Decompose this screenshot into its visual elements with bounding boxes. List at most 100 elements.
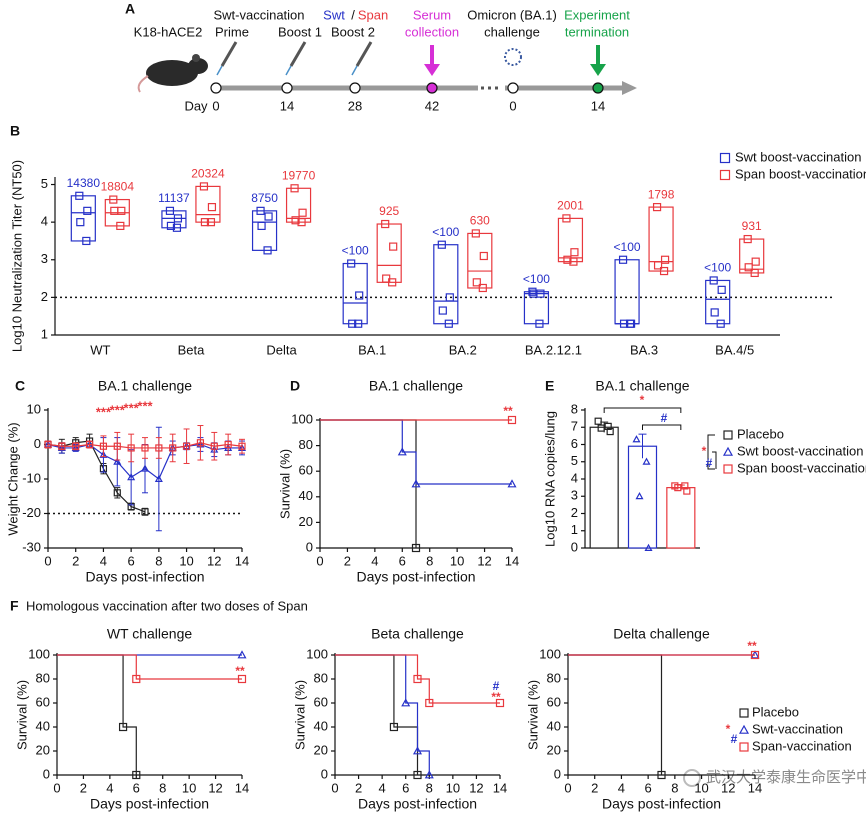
y-tick-label: 60 <box>547 694 561 709</box>
day-tick-label: 14 <box>280 98 294 113</box>
titer-label: 11137 <box>158 191 190 205</box>
panel-title: Homologous vaccination after two doses o… <box>26 598 308 613</box>
marker <box>237 650 247 659</box>
marker <box>411 543 421 553</box>
y-tick-label: 2 <box>571 505 578 520</box>
significance: ** <box>235 664 245 678</box>
marker <box>141 508 149 516</box>
bar <box>589 426 619 549</box>
y-tick-label: 4 <box>41 214 48 229</box>
marker <box>660 255 670 264</box>
titer-label: 19770 <box>282 168 316 182</box>
timeline-label: termination <box>565 24 629 39</box>
x-tick-label: 0 <box>564 780 571 795</box>
y-axis-title: Log10 RNA copies/lung <box>542 411 557 547</box>
marker <box>425 698 434 708</box>
y-tick-label: 100 <box>306 646 328 661</box>
y-tick-label: 0 <box>43 766 50 781</box>
marker <box>44 440 52 449</box>
marker <box>411 479 421 488</box>
marker <box>57 443 66 451</box>
marker <box>200 218 210 227</box>
marker <box>719 169 731 181</box>
arrow-end-head <box>590 64 606 76</box>
marker <box>58 442 66 450</box>
timeline-label: Prime <box>215 24 249 39</box>
x-tick-label: 4 <box>379 780 386 795</box>
marker <box>155 444 163 452</box>
y-tick-label: 20 <box>299 514 313 529</box>
marker <box>619 319 629 328</box>
x-tick-label: BA.2 <box>449 342 477 357</box>
marker <box>438 306 447 315</box>
x-tick-label: 14 <box>235 780 249 795</box>
marker <box>113 442 121 450</box>
virus-icon <box>504 48 522 66</box>
x-tick-label: 0 <box>53 780 60 795</box>
y-tick-label: 80 <box>36 670 50 685</box>
timeline-label: challenge <box>484 24 540 39</box>
titer-label: <100 <box>614 240 641 254</box>
titer-label: 925 <box>379 204 399 218</box>
marker <box>528 287 537 296</box>
marker <box>196 439 205 447</box>
y-tick-label: 100 <box>291 411 313 426</box>
marker <box>471 229 480 238</box>
marker <box>238 442 246 450</box>
timeline-label: / <box>351 7 355 22</box>
marker <box>478 283 487 293</box>
timeline-node <box>349 82 361 94</box>
x-tick-label: 2 <box>355 780 362 795</box>
y-axis-title: Survival (%) <box>292 680 307 750</box>
y-tick-label: -20 <box>22 505 41 520</box>
x-tick-label: BA.1 <box>358 342 386 357</box>
marker <box>743 234 752 244</box>
marker <box>444 319 453 328</box>
chart-title: BA.1 challenge <box>98 378 192 394</box>
timeline-label: Boost 1 <box>278 24 322 39</box>
x-tick-label: 4 <box>371 553 378 568</box>
day-tick-label: 28 <box>348 98 362 113</box>
marker <box>412 746 423 755</box>
x-tick-label: 4 <box>100 553 107 568</box>
y-tick-label: 60 <box>36 694 50 709</box>
y-axis-title: Survival (%) <box>525 680 540 750</box>
marker <box>76 218 85 227</box>
marker <box>625 319 635 328</box>
chart-title: WT challenge <box>107 626 193 642</box>
timeline-label: Experiment <box>564 7 630 22</box>
x-axis-title: Days post-infection <box>90 796 209 812</box>
y-tick-label: -10 <box>22 470 41 485</box>
marker <box>83 206 92 215</box>
needles <box>216 65 358 76</box>
marker <box>535 319 544 328</box>
timeline-node <box>592 82 604 94</box>
bar <box>627 445 658 549</box>
y-tick-label: 40 <box>314 718 328 733</box>
y-tick-label: 5 <box>571 453 578 468</box>
marker <box>75 191 84 200</box>
marker <box>355 291 364 300</box>
marker <box>681 482 689 490</box>
timeline-node <box>426 82 438 94</box>
marker <box>82 236 91 246</box>
marker <box>141 444 149 452</box>
legend-label: Span-vaccination <box>752 738 852 753</box>
y-tick-label: 40 <box>299 488 313 503</box>
y-tick-label: 80 <box>314 670 328 685</box>
panel-label: D <box>290 378 300 394</box>
marker <box>257 221 266 231</box>
y-tick-label: 100 <box>28 646 50 661</box>
significance: # <box>706 456 713 470</box>
y-tick-label: 0 <box>321 766 328 781</box>
marker <box>594 417 602 425</box>
timeline-label: Serum <box>413 7 451 22</box>
legend-label: Swt-vaccination <box>752 721 843 736</box>
titer-label: <100 <box>432 225 459 239</box>
mouse-tail <box>137 75 149 93</box>
significance: ** <box>747 639 757 653</box>
marker <box>719 152 731 164</box>
day-label: Day <box>184 98 208 113</box>
x-axis-title: Days post-infection <box>358 796 477 812</box>
